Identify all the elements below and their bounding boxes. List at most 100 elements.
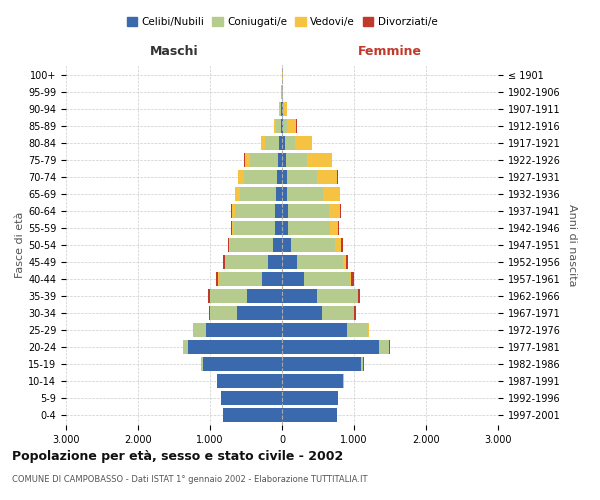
Bar [350,272,351,286]
Bar [282,221,289,235]
Bar [235,204,275,218]
Bar [355,306,356,320]
Bar [282,136,284,150]
Bar [268,255,282,269]
Bar [278,153,282,168]
Text: Maschi: Maschi [149,45,199,58]
Bar [279,136,282,150]
Bar [282,408,337,422]
Bar [340,204,341,218]
Y-axis label: Anni di nascita: Anni di nascita [567,204,577,286]
Bar [225,255,268,269]
Bar [234,221,275,235]
Bar [287,187,323,202]
Bar [322,306,354,320]
Bar [275,221,282,235]
Bar [282,119,283,134]
Bar [202,356,203,371]
Bar [245,153,250,168]
Bar [329,204,340,218]
Bar [277,170,282,184]
Bar [232,204,235,218]
Bar [230,238,274,252]
Bar [188,340,282,354]
Bar [283,102,284,117]
Bar [276,119,281,134]
Bar [210,306,238,320]
Bar [379,340,389,354]
Bar [232,221,234,235]
Bar [329,221,338,235]
Bar [284,102,287,117]
Bar [282,272,304,286]
Bar [287,170,317,184]
Bar [184,340,188,354]
Y-axis label: Fasce di età: Fasce di età [15,212,25,278]
Bar [282,322,347,337]
Bar [238,170,244,184]
Bar [229,238,230,252]
Bar [317,288,358,303]
Bar [239,187,276,202]
Bar [297,255,343,269]
Bar [223,408,282,422]
Bar [281,119,282,134]
Bar [282,102,283,117]
Bar [203,356,282,371]
Bar [275,204,282,218]
Bar [289,221,329,235]
Bar [247,288,282,303]
Bar [282,255,297,269]
Bar [274,238,282,252]
Bar [282,390,338,405]
Bar [217,374,282,388]
Bar [281,102,282,117]
Bar [223,255,225,269]
Bar [274,119,276,134]
Bar [216,272,218,286]
Bar [323,187,340,202]
Bar [317,170,337,184]
Bar [265,136,279,150]
Bar [221,390,282,405]
Bar [284,136,295,150]
Bar [209,306,210,320]
Bar [206,322,282,337]
Bar [283,119,287,134]
Bar [250,153,278,168]
Bar [276,187,282,202]
Bar [290,238,335,252]
Bar [210,288,247,303]
Bar [282,153,286,168]
Bar [335,238,341,252]
Text: Popolazione per età, sesso e stato civile - 2002: Popolazione per età, sesso e stato civil… [12,450,343,463]
Bar [282,356,361,371]
Bar [193,322,206,337]
Bar [262,272,282,286]
Bar [218,272,262,286]
Bar [231,204,232,218]
Bar [235,187,239,202]
Bar [307,153,332,168]
Bar [286,153,307,168]
Bar [361,356,364,371]
Bar [282,340,379,354]
Bar [343,255,346,269]
Bar [295,136,312,150]
Bar [346,255,348,269]
Bar [282,204,288,218]
Bar [358,288,361,303]
Bar [282,374,343,388]
Bar [238,306,282,320]
Bar [280,102,281,117]
Bar [227,238,229,252]
Bar [338,221,339,235]
Bar [287,119,296,134]
Bar [282,170,287,184]
Bar [282,306,322,320]
Bar [244,170,277,184]
Bar [351,272,354,286]
Bar [282,288,317,303]
Bar [341,238,343,252]
Bar [261,136,265,150]
